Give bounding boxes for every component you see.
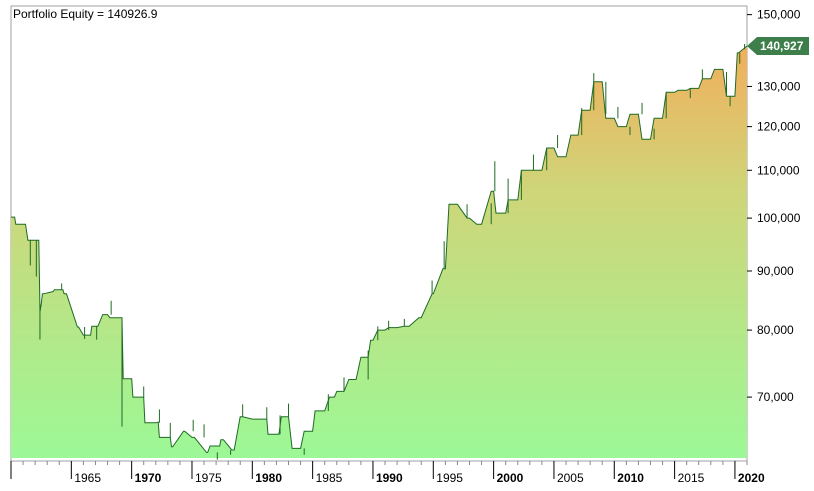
x-tick-label: 2000 [497, 471, 524, 485]
equity-area [11, 46, 747, 458]
y-tick-label: 110,000 [757, 163, 800, 177]
last-value-badge: 140,927 [747, 36, 809, 55]
x-tick-label: 1990 [376, 471, 403, 485]
equity-series-line [11, 45, 748, 453]
x-tick-label: 1980 [255, 471, 282, 485]
x-tick-label: 1975 [195, 471, 222, 485]
x-tick-label: 2015 [678, 471, 705, 485]
x-axis: 1965 1970 1975 1980 1985 1990 1995 2000 2005 2010… [10, 461, 765, 485]
equity-spikes [29, 43, 746, 460]
y-tick-label: 120,000 [757, 120, 801, 134]
y-tick-label: 90,000 [757, 264, 794, 278]
x-tick-label: 1985 [316, 471, 343, 485]
x-tick-label: 2020 [738, 471, 765, 485]
y-tick-label: 70,000 [757, 390, 794, 404]
x-tick-label: 1995 [436, 471, 463, 485]
x-tick-label: 2010 [617, 471, 644, 485]
y-tick-label: 150,000 [757, 8, 801, 22]
x-tick-label: 1970 [135, 471, 162, 485]
chart-title: Portfolio Equity = 140926.9 [13, 7, 158, 21]
y-axis: 150,000 130,000 120,000 110,000 100,000 90,00… [747, 8, 801, 404]
x-tick-label: 2005 [557, 471, 584, 485]
x-tick-label: 1965 [74, 471, 101, 485]
last-value-label: 140,927 [760, 39, 804, 53]
y-tick-label: 130,000 [757, 79, 801, 93]
y-tick-label: 100,000 [757, 211, 801, 225]
y-tick-label: 80,000 [757, 323, 794, 337]
